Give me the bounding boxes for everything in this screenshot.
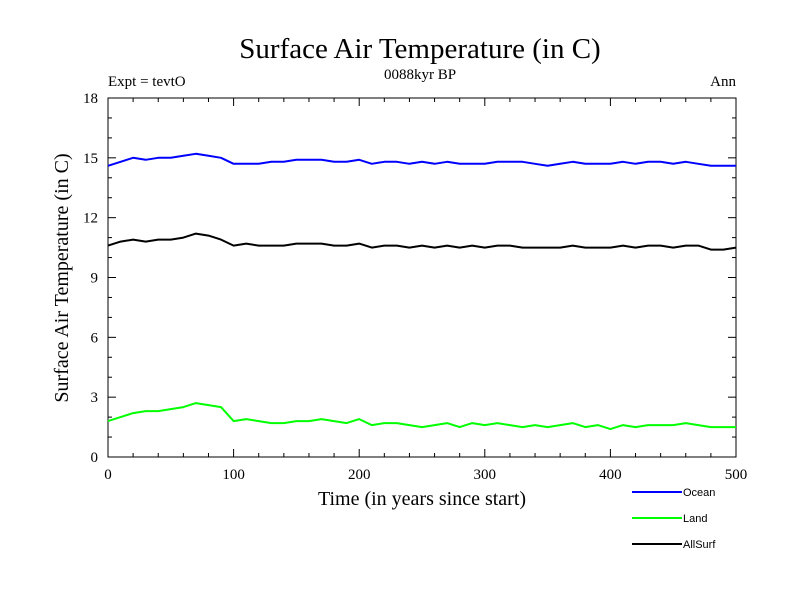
x-axis-label: Time (in years since start) bbox=[318, 488, 526, 510]
legend-label-allsurf: AllSurf bbox=[683, 539, 716, 551]
x-tick-label: 300 bbox=[474, 467, 497, 483]
y-tick-label: 9 bbox=[91, 271, 99, 287]
chart-subtitle: 0088kyr BP bbox=[384, 67, 456, 83]
series-line-land bbox=[107, 402, 736, 431]
y-tick-label: 3 bbox=[91, 390, 99, 406]
season-note: Ann bbox=[710, 74, 736, 90]
x-axis: 0 100 200 300 400 500 bbox=[104, 98, 747, 483]
legend-label-ocean: Ocean bbox=[683, 487, 715, 499]
x-tick-label: 400 bbox=[599, 467, 622, 483]
legend: Ocean Land AllSurf bbox=[632, 487, 716, 551]
y-axis-label: Surface Air Temperature (in C) bbox=[51, 153, 73, 402]
series-line-ocean bbox=[107, 152, 736, 167]
y-tick-label: 0 bbox=[91, 450, 99, 466]
x-tick-label: 0 bbox=[104, 467, 112, 483]
y-tick-label: 12 bbox=[83, 211, 98, 227]
y-axis: 0 3 6 9 12 15 18 bbox=[83, 91, 736, 466]
x-tick-label: 200 bbox=[348, 467, 371, 483]
chart-title: Surface Air Temperature (in C) bbox=[239, 33, 600, 65]
x-tick-label: 500 bbox=[725, 467, 748, 483]
y-tick-label: 6 bbox=[91, 330, 99, 346]
series-layer bbox=[107, 152, 737, 431]
series-line-allsurf bbox=[107, 232, 737, 251]
y-tick-label: 15 bbox=[83, 151, 98, 167]
legend-label-land: Land bbox=[683, 513, 707, 525]
x-tick-label: 100 bbox=[222, 467, 245, 483]
y-tick-label: 18 bbox=[83, 91, 98, 107]
experiment-note: Expt = tevtO bbox=[108, 74, 186, 90]
